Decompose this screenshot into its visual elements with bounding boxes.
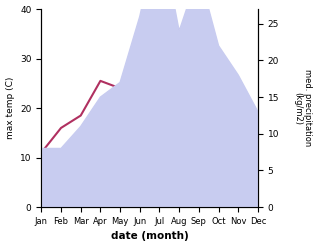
Y-axis label: max temp (C): max temp (C)	[5, 77, 15, 139]
X-axis label: date (month): date (month)	[111, 231, 189, 242]
Y-axis label: med. precipitation
(kg/m2): med. precipitation (kg/m2)	[293, 69, 313, 147]
